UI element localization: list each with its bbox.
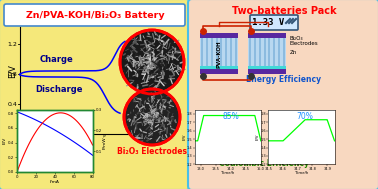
Text: 85%: 85% <box>223 112 239 121</box>
Text: E/V: E/V <box>8 64 17 78</box>
Text: 1.2: 1.2 <box>7 42 17 46</box>
Bar <box>268 38 270 69</box>
Bar <box>200 33 238 38</box>
Text: Coulombic Efficiency: Coulombic Efficiency <box>219 159 309 167</box>
Bar <box>225 38 227 69</box>
Bar <box>248 66 286 69</box>
FancyBboxPatch shape <box>4 4 185 26</box>
Bar <box>200 69 238 74</box>
Bar <box>215 38 218 69</box>
Text: 2nd Cycle: 2nd Cycle <box>201 135 247 143</box>
Bar <box>278 38 280 69</box>
Bar <box>235 38 237 69</box>
Text: Two-batteries Pack: Two-batteries Pack <box>232 6 336 16</box>
Text: Bi₂O₃ Electrodes: Bi₂O₃ Electrodes <box>117 146 187 156</box>
Bar <box>211 38 213 69</box>
Text: 100%: 100% <box>212 145 236 153</box>
Circle shape <box>120 30 184 94</box>
Bar <box>273 38 275 69</box>
FancyBboxPatch shape <box>0 0 190 189</box>
Y-axis label: E/V: E/V <box>256 134 260 140</box>
Bar <box>248 33 286 38</box>
Bar <box>200 38 238 69</box>
Text: 100%: 100% <box>293 145 317 153</box>
Bar <box>248 38 286 69</box>
Bar <box>254 38 256 69</box>
Text: Energy Efficiency: Energy Efficiency <box>246 74 322 84</box>
Text: 70%: 70% <box>296 112 313 121</box>
Circle shape <box>124 89 180 145</box>
Text: Zn: Zn <box>290 50 297 56</box>
Y-axis label: E/V: E/V <box>182 134 186 140</box>
Text: PVA-KOH: PVA-KOH <box>217 40 222 68</box>
X-axis label: Time/h: Time/h <box>295 171 308 175</box>
Text: 75th Cycle: 75th Cycle <box>280 135 330 143</box>
Bar <box>283 38 285 69</box>
X-axis label: Time/h: Time/h <box>221 171 234 175</box>
Y-axis label: P/mW·g: P/mW·g <box>103 132 107 149</box>
Text: 0.8: 0.8 <box>7 71 17 77</box>
Text: Bi₂O₃
Electrodes: Bi₂O₃ Electrodes <box>290 36 319 46</box>
Bar <box>259 38 261 69</box>
Bar <box>263 38 266 69</box>
Text: Charge: Charge <box>40 54 74 64</box>
Bar <box>206 38 208 69</box>
X-axis label: I/mA: I/mA <box>50 180 60 184</box>
Bar <box>248 69 286 74</box>
Text: 0.4: 0.4 <box>7 101 17 106</box>
Bar <box>230 38 232 69</box>
Text: Zn/PVA-KOH/Bi₂O₃ Battery: Zn/PVA-KOH/Bi₂O₃ Battery <box>26 11 164 19</box>
Y-axis label: E/V: E/V <box>3 137 6 144</box>
Bar <box>200 66 238 69</box>
Bar <box>249 38 251 69</box>
FancyBboxPatch shape <box>188 0 378 189</box>
Bar <box>220 38 222 69</box>
Text: Discharge: Discharge <box>35 84 82 94</box>
Bar <box>201 38 203 69</box>
FancyBboxPatch shape <box>250 15 298 30</box>
Text: 1.33 V: 1.33 V <box>252 18 284 27</box>
